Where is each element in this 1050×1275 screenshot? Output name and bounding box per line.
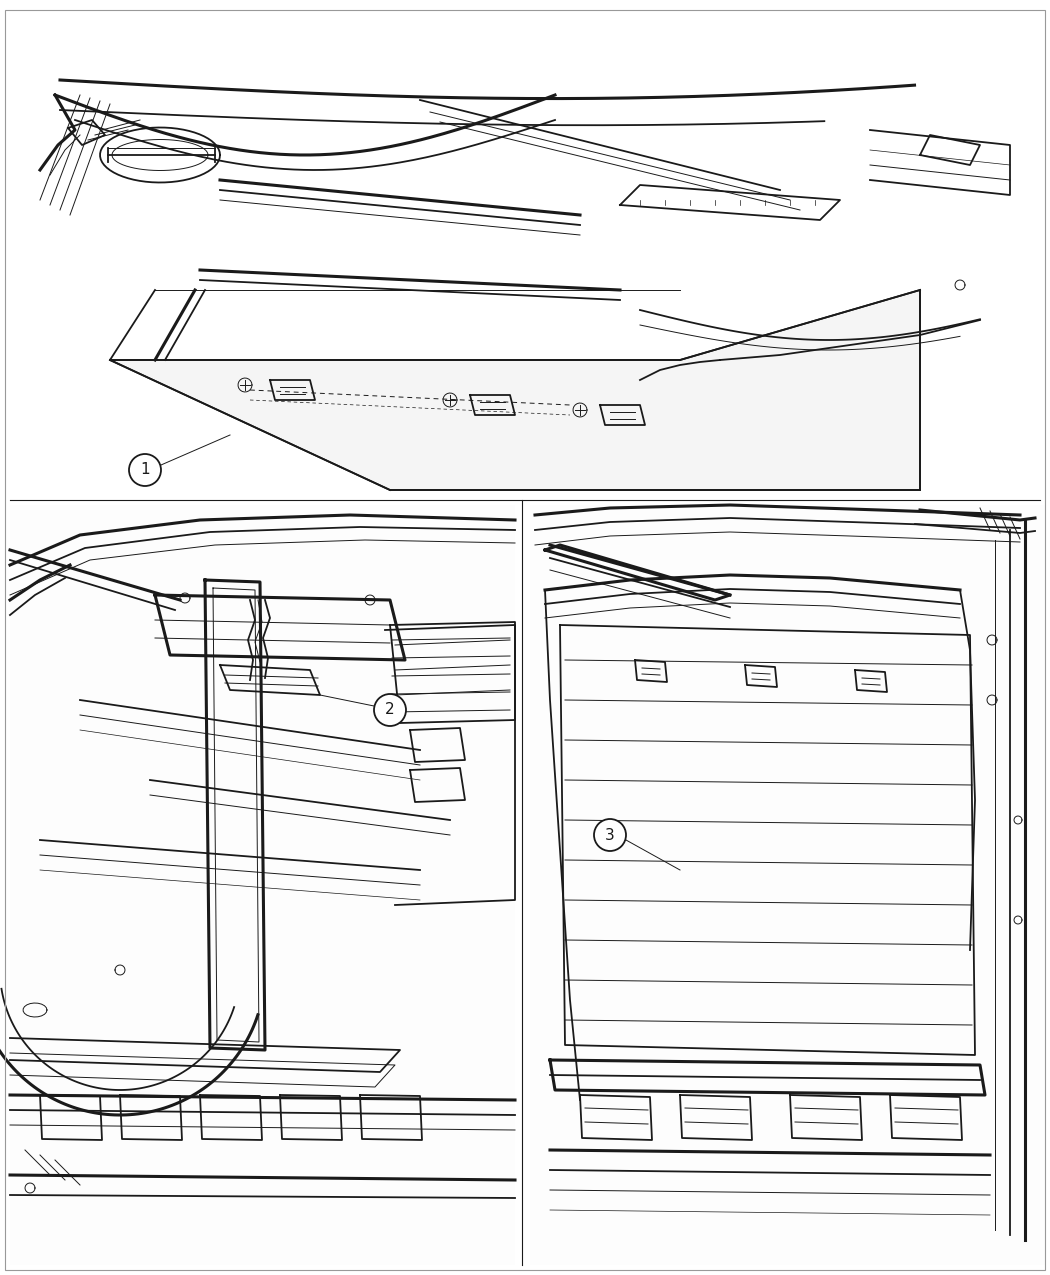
Polygon shape	[110, 289, 920, 490]
Polygon shape	[10, 505, 514, 1265]
Text: 3: 3	[605, 827, 615, 843]
Text: 1: 1	[141, 463, 150, 478]
Polygon shape	[530, 505, 1045, 1265]
Circle shape	[129, 454, 161, 486]
Circle shape	[374, 694, 406, 725]
Circle shape	[594, 819, 626, 850]
Text: 2: 2	[385, 703, 395, 718]
